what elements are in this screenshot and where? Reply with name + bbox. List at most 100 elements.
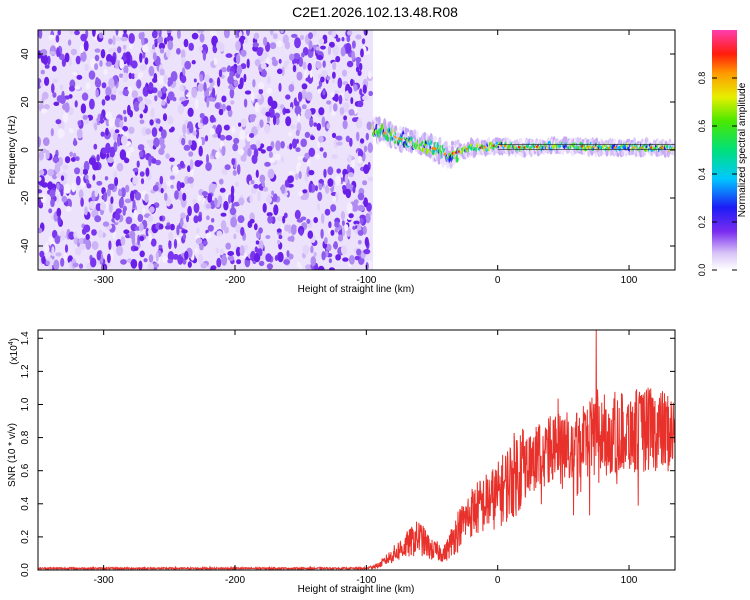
noise-blob — [350, 78, 354, 87]
noise-blob — [69, 85, 75, 92]
noise-blob — [79, 244, 86, 250]
noise-blob — [96, 250, 102, 261]
noise-blob — [181, 229, 188, 234]
noise-blob — [320, 76, 325, 83]
noise-blob — [83, 160, 90, 172]
noise-blob — [263, 51, 269, 60]
noise-blob — [298, 190, 303, 197]
noise-blob — [77, 120, 82, 127]
noise-blob — [109, 146, 116, 158]
noise-blob — [231, 158, 236, 166]
noise-blob — [122, 125, 128, 132]
noise-blob — [332, 45, 340, 56]
noise-blob — [357, 204, 365, 212]
noise-blob — [74, 30, 80, 36]
noise-blob — [144, 97, 148, 103]
spectrogram-y-tick-label: -40 — [20, 238, 31, 253]
noise-blob — [50, 128, 54, 137]
noise-blob — [199, 33, 205, 43]
svg-text:(x104): (x104) — [8, 338, 20, 365]
noise-blob — [310, 256, 317, 267]
noise-blob — [342, 257, 349, 262]
noise-blob — [322, 60, 326, 68]
noise-blob — [172, 253, 179, 260]
noise-blob — [120, 259, 127, 265]
noise-blob — [255, 169, 259, 178]
noise-blob — [164, 192, 168, 201]
noise-blob — [186, 214, 189, 223]
noise-blob — [302, 244, 310, 255]
noise-blob — [346, 60, 354, 68]
noise-blob — [263, 36, 268, 47]
noise-blob — [38, 227, 43, 234]
noise-blob — [51, 65, 57, 72]
noise-blob — [48, 208, 53, 214]
noise-blob — [330, 229, 335, 236]
noise-blob — [147, 262, 154, 270]
noise-blob — [315, 61, 322, 70]
noise-blob — [137, 234, 141, 246]
noise-blob — [272, 193, 278, 202]
noise-blob — [155, 118, 161, 125]
spectrogram-x-label: Height of straight line (km) — [298, 284, 415, 295]
noise-blob — [142, 44, 149, 53]
noise-blob — [356, 248, 362, 256]
noise-blob — [309, 69, 313, 79]
noise-blob — [168, 239, 172, 250]
noise-blob — [240, 226, 245, 236]
noise-blob — [92, 174, 96, 181]
noise-blob — [83, 40, 89, 52]
noise-blob — [360, 48, 364, 58]
noise-blob — [70, 48, 78, 56]
noise-blob — [315, 46, 320, 51]
colorbar-tick-label: 0.6 — [697, 120, 707, 133]
snr-y-tick-label: 0.6 — [20, 463, 31, 477]
noise-blob — [151, 127, 158, 138]
noise-blob — [128, 72, 132, 80]
noise-blob — [198, 253, 203, 265]
noise-blob — [72, 71, 78, 76]
noise-blob — [63, 252, 68, 262]
noise-blob — [331, 153, 338, 160]
noise-blob — [195, 128, 200, 139]
noise-blob — [64, 102, 70, 113]
noise-blob — [301, 52, 305, 58]
noise-blob — [298, 264, 302, 270]
noise-blob — [137, 214, 144, 222]
noise-blob — [278, 58, 282, 64]
noise-blob — [69, 151, 73, 157]
noise-blob — [61, 57, 66, 67]
noise-blob — [331, 30, 337, 38]
noise-blob — [187, 165, 191, 173]
noise-blob — [70, 157, 76, 162]
noise-blob — [312, 108, 316, 114]
noise-blob — [333, 103, 338, 112]
noise-blob — [254, 102, 260, 113]
noise-blob — [67, 39, 72, 46]
noise-blob — [254, 59, 261, 67]
noise-blob — [154, 123, 160, 130]
noise-blob — [198, 122, 203, 129]
noise-blob — [232, 143, 239, 152]
noise-blob — [74, 85, 81, 90]
noise-blob — [240, 118, 247, 127]
noise-blob — [179, 160, 185, 168]
noise-blob — [280, 104, 285, 109]
noise-blob — [300, 216, 307, 221]
noise-blob — [236, 53, 241, 65]
noise-blob — [357, 239, 362, 245]
noise-blob — [317, 265, 325, 270]
spectrogram-x-tick-label: 100 — [621, 275, 638, 286]
noise-blob — [288, 132, 293, 137]
noise-blob — [316, 55, 324, 60]
noise-blob — [224, 164, 231, 171]
noise-blob — [83, 224, 91, 233]
snr-x-tick-label: -300 — [94, 575, 114, 586]
noise-blob — [295, 173, 299, 181]
snr-y-label: SNR (10 * v/v) — [7, 423, 18, 487]
noise-blob — [91, 241, 99, 250]
noise-blob — [333, 90, 339, 96]
noise-blob — [223, 124, 230, 131]
noise-blob — [150, 238, 157, 247]
spectrogram-y-tick-label: 0 — [20, 147, 31, 153]
